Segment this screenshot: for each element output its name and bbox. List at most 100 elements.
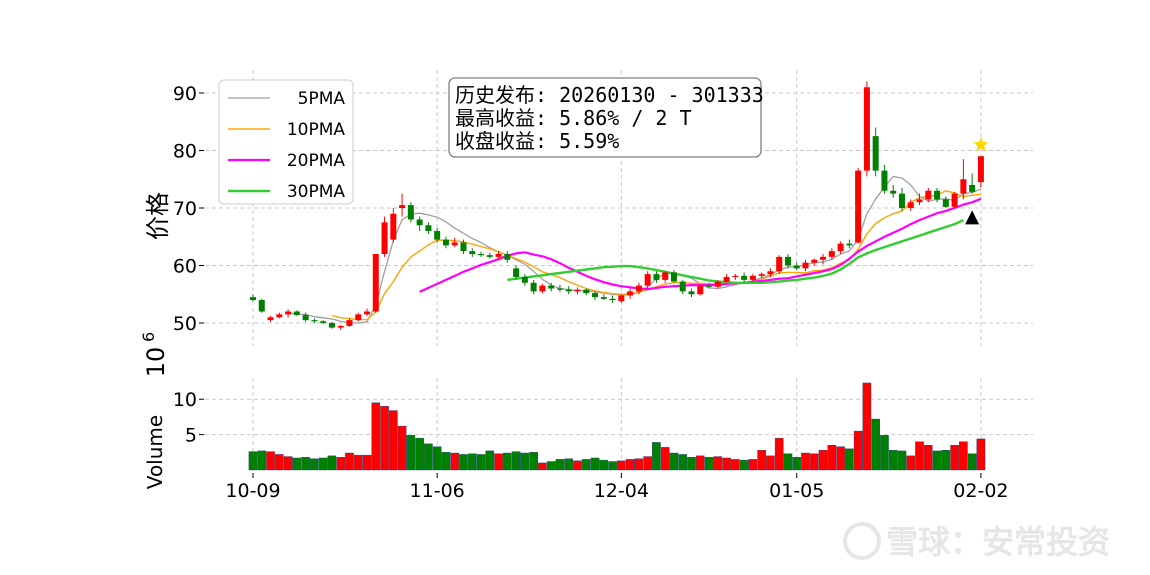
candle-body [890,190,897,194]
candle-body [320,321,327,323]
volume-bar [415,437,424,471]
legend-label: 20PMA [287,151,346,171]
candle-body [469,251,476,254]
candle [960,159,967,200]
candle [653,271,660,283]
candle-body [451,242,458,246]
candle [846,239,853,249]
volume-bar [695,455,705,471]
ma10-line [331,190,981,321]
candle [969,173,976,194]
candle [302,312,309,322]
candle-body [583,289,590,294]
volume-bar [538,462,547,471]
candle [425,222,432,234]
volume-bar [617,460,626,471]
candle [679,279,686,295]
candle [635,282,642,295]
volume-bar [652,442,661,471]
buy-triangle-marker [965,210,980,225]
candle [460,239,467,254]
candle [890,185,897,198]
volume-bar [511,451,521,471]
volume-bar [266,451,275,471]
legend-item: 20PMA [228,151,345,171]
volume-bar [485,450,495,471]
price-tick-label: 90 [173,83,197,105]
legend-item: 10PMA [228,120,345,140]
volume-bar [441,452,451,471]
volume-bar [581,459,591,471]
x-tick-label: 01-05 [769,480,824,502]
volume-axis-title: Volume [143,415,167,489]
candle-body [565,289,572,292]
candle-body [749,275,756,280]
volume-bar [643,456,652,471]
volume-bar [327,455,337,471]
candle [776,255,783,275]
volume-bar [625,459,635,471]
candle-body [302,314,309,321]
volume-bar [660,447,670,471]
candle [793,262,800,271]
candle [898,187,905,211]
candlesticks [250,81,984,330]
candle-body [600,297,607,299]
volume-bar [757,449,766,471]
candle-body [872,136,879,171]
candle-body [653,274,660,280]
volume-bar [362,454,372,471]
volume-bar [318,457,328,471]
candle-body [960,179,967,194]
candle [600,294,607,300]
candle-body [688,291,695,295]
volume-bar [774,437,784,471]
candle [469,248,476,257]
volume-bar [608,461,617,471]
candle [556,285,563,292]
candle-body [925,190,932,200]
volume-bar [713,456,723,471]
volume-scale-exponent: 6 [139,332,158,342]
candle-body [863,87,870,171]
candle-body [504,254,511,260]
legend-label: 30PMA [287,182,346,202]
volume-bar [783,453,793,471]
candle-body [521,277,528,283]
candle [732,274,739,280]
candle-body [662,272,669,280]
ma30-line [507,219,964,284]
volume-bar [748,459,758,471]
volume-bar [932,450,942,471]
volume-tick-label: 5 [185,425,197,447]
candle-body [784,256,791,266]
volume-bar [248,451,258,471]
candle [250,294,256,302]
volume-bar [503,452,512,471]
candle-body [258,300,265,312]
candle [276,312,283,319]
watermark-logo-icon [843,522,881,560]
legend: 5PMA 10PMA 20PMA 30PMA [218,79,354,205]
candle [355,312,362,322]
volume-bar [897,450,907,471]
candle-body [977,156,984,183]
candle-body [934,190,941,200]
candle-body [828,251,835,257]
volume-y-ticks: 5 10 [173,389,204,447]
candle-body [951,193,958,207]
watermark: 雪球：安常投资 [843,522,1110,561]
candle [741,272,748,283]
volume-bar [976,438,986,471]
signal-markers [965,136,989,225]
candle-body [442,239,449,246]
candle-body [793,265,800,269]
volume-bar [275,454,284,471]
volume-scale-label: 10 6 [139,332,170,377]
candle-body [635,285,642,292]
candle-body [425,225,432,231]
candle [688,288,695,298]
volume-bar [292,457,302,471]
candle [863,81,870,177]
candle [513,265,520,280]
